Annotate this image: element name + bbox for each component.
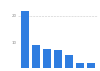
Bar (65, 55, 73, 68)
Bar (43, 49, 51, 68)
Bar (87, 63, 96, 68)
Bar (54, 50, 62, 68)
Bar (76, 63, 84, 68)
Bar (32, 45, 40, 68)
Bar (20, 11, 29, 68)
